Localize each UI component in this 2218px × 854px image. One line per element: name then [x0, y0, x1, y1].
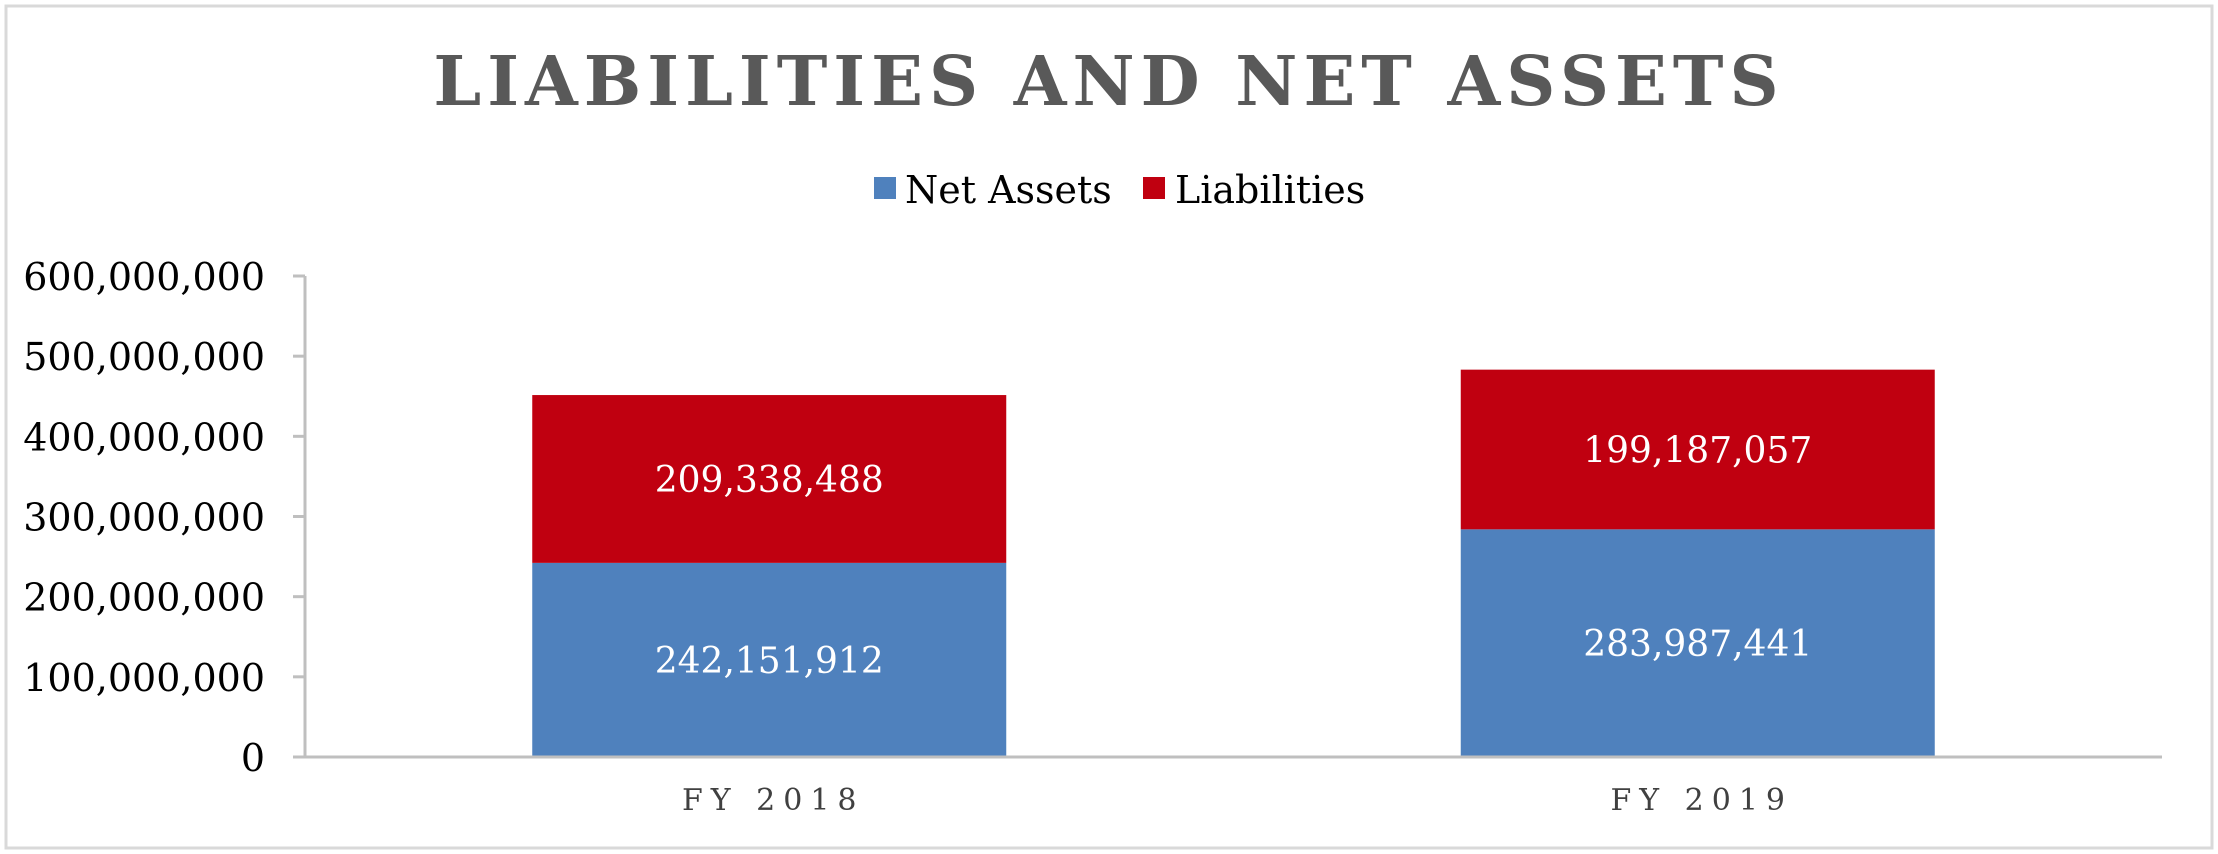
- y-tick-label: 300,000,000: [23, 496, 265, 540]
- legend: Net Assets Liabilities: [874, 168, 1365, 212]
- x-axis: FY 2018 FY 2019: [293, 755, 2162, 818]
- y-axis: 0 100,000,000 200,000,000 300,000,000 400,00…: [23, 255, 307, 780]
- legend-label-net-assets: Net Assets: [905, 168, 1112, 212]
- chart-title: LIABILITIES AND NET ASSETS: [433, 42, 1784, 122]
- data-label-liabilities: 209,338,488: [655, 460, 884, 501]
- bar-net-assets: [532, 562, 1007, 757]
- y-tick-label: 400,000,000: [23, 415, 265, 459]
- bar-net-assets: [1460, 529, 1935, 757]
- y-tick-label: 600,000,000: [23, 255, 265, 299]
- bar-liabilities: [532, 395, 1007, 563]
- y-tick-label: 500,000,000: [23, 335, 265, 379]
- y-tick-label: 100,000,000: [23, 656, 265, 700]
- x-tick-label: FY 2018: [682, 783, 865, 818]
- bar-liabilities: [1460, 369, 1935, 530]
- x-tick-label: FY 2019: [1610, 783, 1793, 818]
- y-tick-label: 0: [241, 736, 265, 780]
- legend-label-liabilities: Liabilities: [1175, 168, 1365, 212]
- data-label-net-assets: 283,987,441: [1583, 624, 1812, 665]
- y-tick-label: 200,000,000: [23, 576, 265, 620]
- legend-swatch-liabilities: [1143, 177, 1165, 199]
- legend-swatch-net-assets: [874, 177, 896, 199]
- bars: 242,151,912 209,338,488 283,987,441 199,187…: [532, 369, 1935, 757]
- data-label-liabilities: 199,187,057: [1583, 430, 1812, 471]
- data-label-net-assets: 242,151,912: [655, 641, 884, 682]
